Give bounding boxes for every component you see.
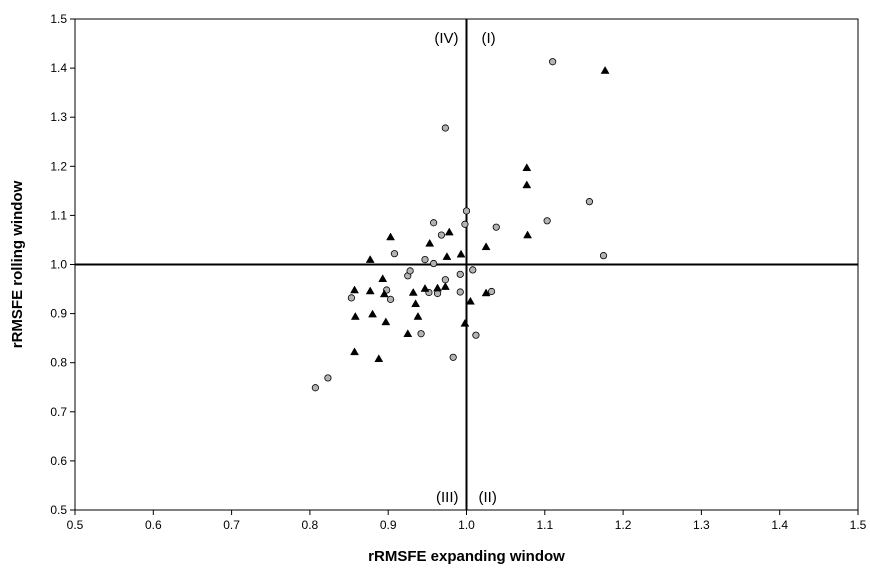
circle-data-point [390,250,399,258]
triangle-data-point [365,286,375,295]
triangle-data-point [381,317,391,326]
x-tick-label: 0.6 [145,518,162,532]
triangle-data-point [368,309,377,318]
circle-data-point [585,198,594,206]
circle-data-point [543,217,551,225]
triangle-data-point [350,285,359,294]
triangle-data-point [481,242,491,251]
triangle-data-point [413,312,423,320]
circle-data-point [441,276,449,284]
x-tick-label: 0.7 [223,518,240,532]
circle-data-point [599,252,608,260]
x-tick-label: 1.4 [771,518,788,532]
triangle-data-point [456,249,466,258]
circle-data-point [347,294,355,302]
circle-data-point [456,270,464,278]
y-tick-label: 1.3 [50,110,67,124]
circle-data-point [437,231,446,239]
x-tick-label: 1.2 [615,518,632,532]
x-tick-label: 1.3 [693,518,710,532]
triangle-data-point [350,312,360,320]
circle-data-point [406,267,414,275]
circle-data-point [462,207,471,215]
triangle-data-point [386,232,395,241]
x-tick-label: 0.8 [302,518,319,532]
triangle-data-point [481,288,491,297]
y-tick-label: 0.5 [50,503,67,517]
y-tick-label: 0.6 [50,454,67,468]
x-tick-label: 0.5 [67,518,84,532]
quadrant-label-iv: (IV) [434,30,458,47]
circle-data-point [449,353,457,361]
triangle-data-point [465,296,475,305]
y-tick-label: 1.1 [50,208,67,222]
triangle-data-point [365,255,375,263]
circle-data-point [421,255,429,264]
circle-data-point [430,219,438,227]
triangle-data-point [420,284,430,292]
y-tick-label: 0.9 [50,307,67,321]
x-tick-label: 1.0 [458,518,475,532]
circle-data-point [430,259,438,268]
triangle-data-point [408,287,418,296]
circle-data-point [469,266,477,274]
y-axis-title: rRMSFE rolling window [9,180,26,348]
triangle-data-point [440,282,450,290]
quadrant-label-i: (I) [482,30,496,47]
y-tick-label: 1.5 [50,12,67,26]
quadrant-label-iii: (III) [436,489,459,506]
x-tick-label: 1.5 [850,518,867,532]
y-tick-label: 0.7 [50,405,67,419]
circle-data-point [386,295,395,303]
triangle-data-point [379,289,389,298]
y-tick-label: 1.4 [50,61,67,75]
circle-data-point [492,223,500,231]
triangle-data-point [523,230,533,239]
y-tick-label: 0.8 [50,356,67,370]
triangle-data-point [460,318,470,327]
x-tick-label: 1.1 [536,518,553,532]
x-axis-title: rRMSFE expanding window [368,548,565,565]
reference-lines [75,19,858,510]
y-tick-label: 1.0 [50,258,67,272]
data-points [311,58,610,392]
circle-data-point [461,220,469,228]
triangle-data-point [442,252,452,260]
circle-data-point [311,384,319,392]
triangle-data-point [522,163,532,172]
y-axis: 0.5 0.6 0.7 0.8 0.9 1.0 1.1 1.2 1.3 1.4 1.5 [50,12,75,517]
quadrant-label-ii: (II) [479,489,497,506]
circle-data-point [487,287,496,296]
circle-data-point [456,288,464,296]
triangle-data-point [378,274,388,282]
triangle-data-point [425,238,435,247]
x-axis: 0.5 0.6 0.7 0.8 0.9 1.0 1.1 1.2 1.3 1.4 1.5 [67,510,867,532]
triangle-data-point [600,66,610,74]
triangle-data-point [350,347,359,356]
x-tick-label: 0.9 [380,518,397,532]
triangle-data-point [374,354,384,363]
circle-data-point [441,124,449,132]
circle-data-point [549,58,557,66]
triangle-data-point [522,180,532,189]
circle-data-point [472,331,480,339]
triangle-data-point [444,227,454,236]
triangle-data-point [403,329,413,337]
y-tick-label: 1.2 [50,159,67,173]
triangle-data-point [411,299,421,308]
circle-data-point [324,374,332,382]
triangle-data-point [433,283,442,292]
circle-data-point [417,330,425,338]
